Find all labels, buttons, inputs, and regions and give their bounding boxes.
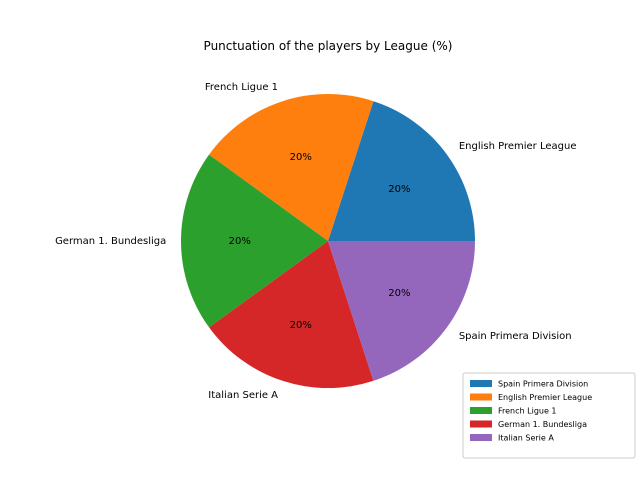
legend-label-2: English Premier League	[498, 393, 592, 402]
slice-percent-4: 20%	[290, 320, 312, 331]
slice-label-3: German 1. Bundesliga	[55, 236, 166, 247]
pie-slice-2	[209, 94, 374, 241]
slice-label-1: English Premier League	[459, 141, 577, 152]
legend: Spain Primera Division English Premier Le…	[462, 372, 636, 459]
pie-slice-4	[209, 241, 374, 388]
legend-label-4: German 1. Bundesliga	[498, 420, 587, 429]
legend-swatch-3	[470, 407, 492, 414]
pie-slice-1	[328, 101, 475, 241]
slice-label-2: French Ligue 1	[205, 82, 278, 93]
pie-slice-3	[181, 154, 328, 328]
slice-percent-3: 20%	[229, 236, 251, 247]
chart-title: Punctuation of the players by League (%)	[204, 39, 453, 53]
pie-slice-5	[328, 241, 475, 381]
legend-label-3: French Ligue 1	[498, 407, 557, 416]
legend-label-1: Spain Primera Division	[498, 380, 588, 389]
slice-percent-2: 20%	[290, 152, 312, 163]
legend-swatch-1	[470, 380, 492, 387]
slice-label-5: Spain Primera Division	[459, 331, 572, 342]
pie-slices: English Premier League 20% French Ligue 1 2…	[55, 82, 576, 401]
legend-swatch-5	[470, 434, 492, 441]
legend-swatch-4	[470, 420, 492, 428]
slice-percent-5: 20%	[388, 288, 410, 299]
legend-swatch-2	[470, 393, 492, 401]
legend-label-5: Italian Serie A	[498, 434, 554, 443]
legend-box	[462, 372, 636, 459]
slice-percent-1: 20%	[388, 184, 410, 195]
slice-label-4: Italian Serie A	[208, 390, 278, 401]
